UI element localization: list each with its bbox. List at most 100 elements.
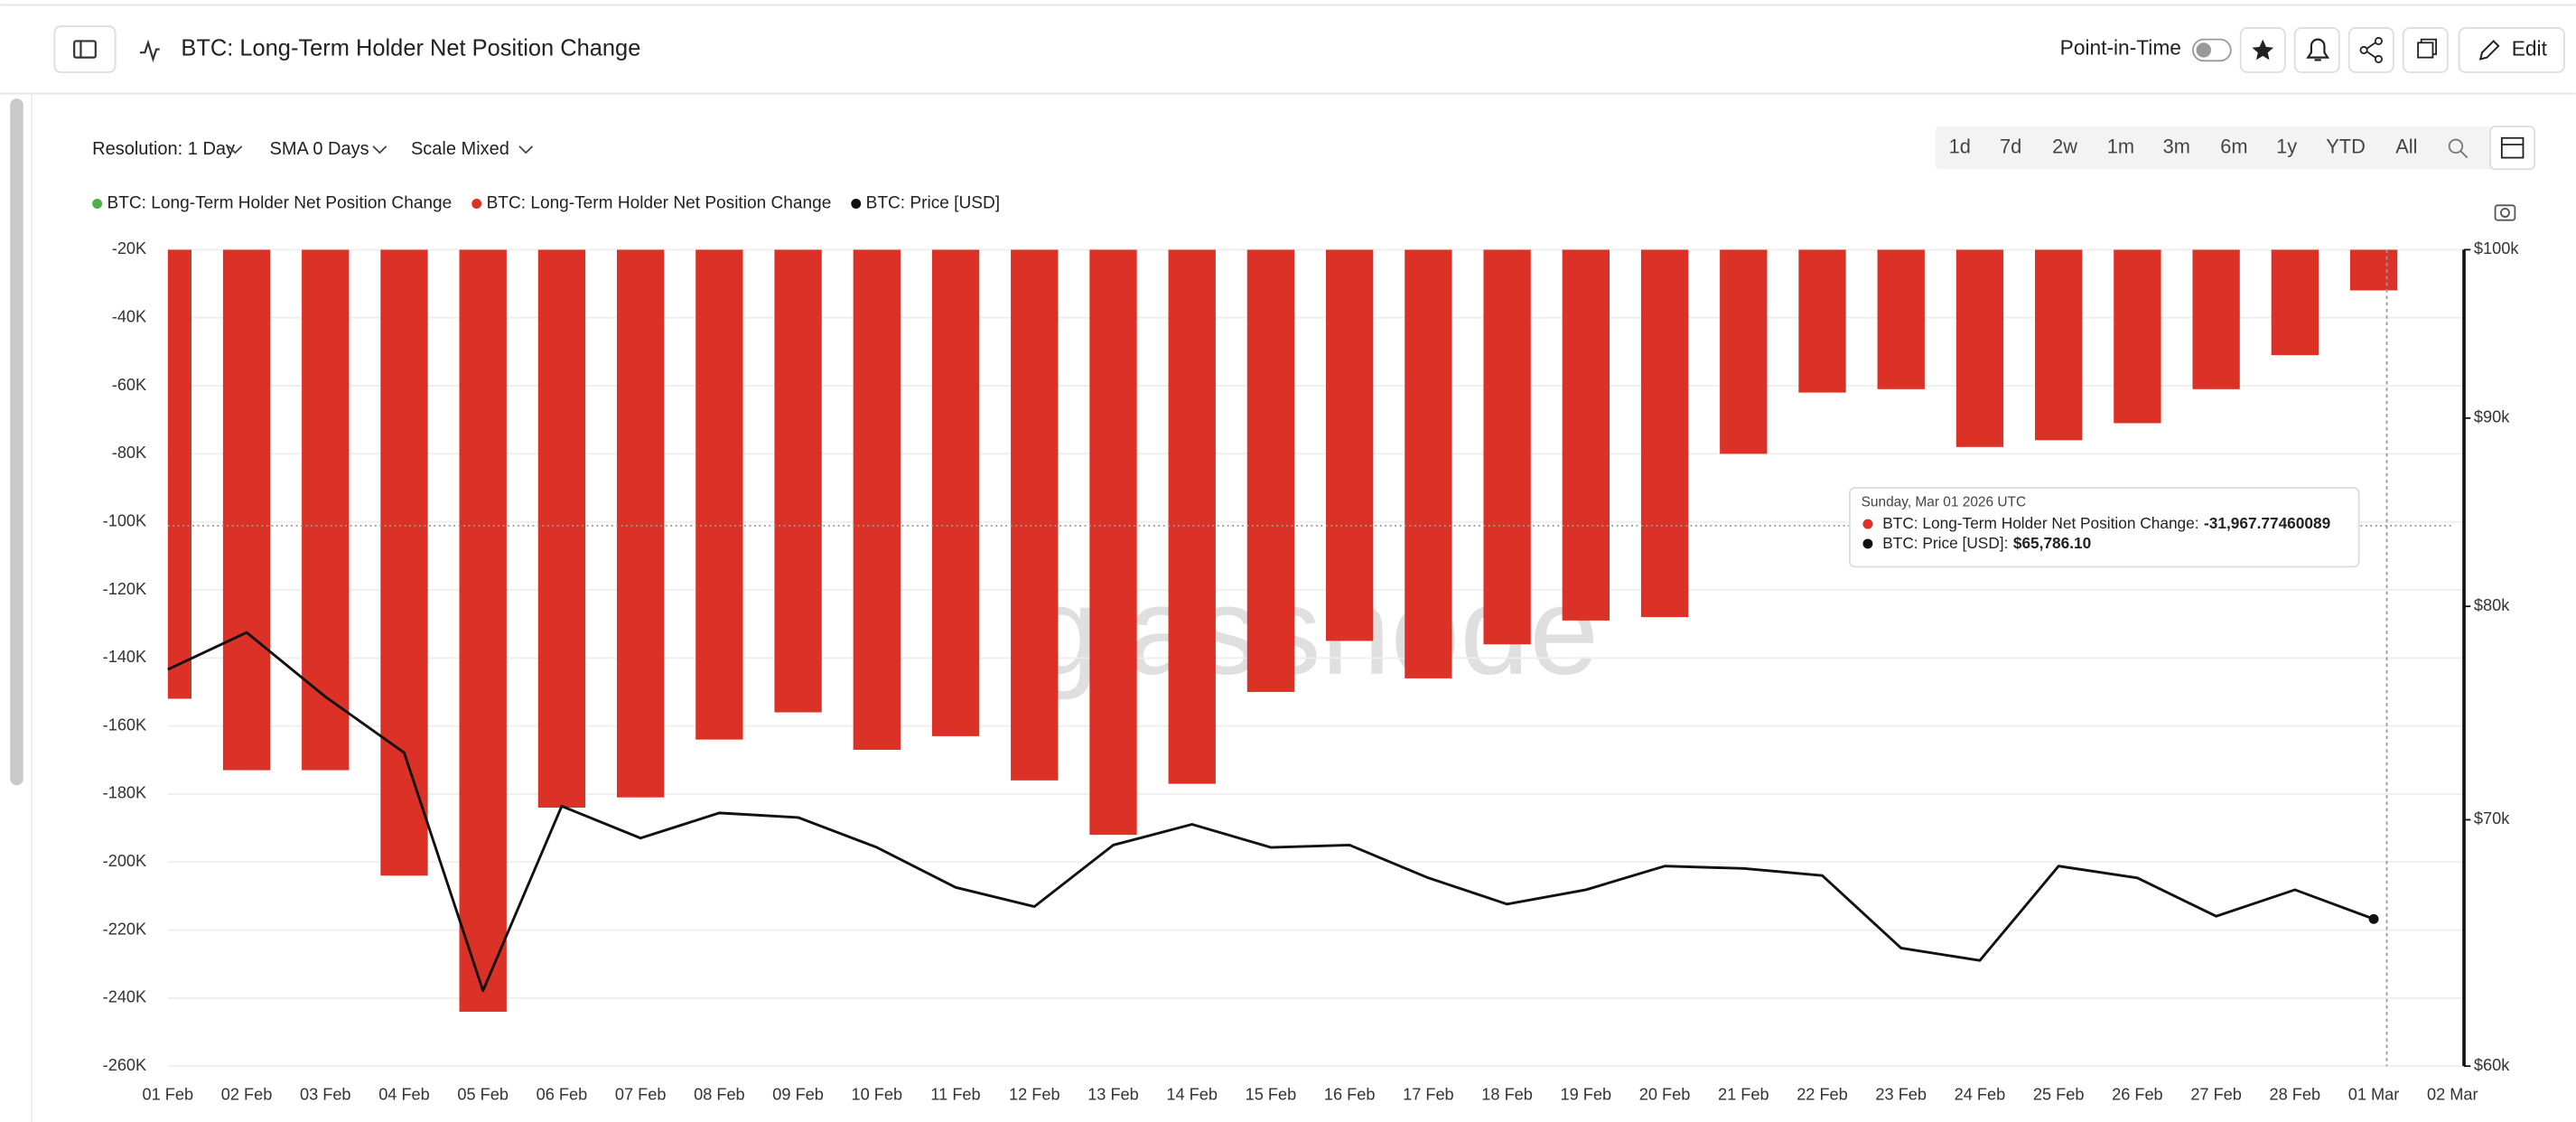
bar xyxy=(1720,249,1768,454)
resolution-select[interactable]: Resolution: 1 Day xyxy=(92,139,235,159)
tooltip-label: BTC: Long-Term Holder Net Position Chang… xyxy=(1882,514,2198,532)
tooltip-marker xyxy=(1862,519,1873,529)
y-tick-label: -160K xyxy=(103,715,147,734)
tooltip-label: BTC: Price [USD]: xyxy=(1882,533,2008,551)
y-tick-label: -120K xyxy=(103,580,147,598)
legend-marker xyxy=(851,199,862,209)
metric-icon xyxy=(139,39,160,63)
x-tick-label: 19 Feb xyxy=(1561,1086,1612,1104)
bar xyxy=(222,249,271,771)
x-tick-label: 05 Feb xyxy=(457,1086,509,1104)
chevron xyxy=(518,145,534,154)
x-tick-label: 01 Mar xyxy=(2348,1086,2400,1104)
y2-tick-label: $100k xyxy=(2474,239,2519,257)
bar xyxy=(1562,249,1610,621)
page-title: BTC: Long-Term Holder Net Position Chang… xyxy=(181,35,640,61)
chart: BTC: Long-Term Holder Net Position Chang… xyxy=(92,194,2519,1104)
snapshot-button[interactable] xyxy=(2494,204,2516,221)
range-button[interactable]: 3m xyxy=(2163,135,2190,157)
calendar-button[interactable] xyxy=(2489,126,2536,171)
legend-marker xyxy=(471,199,482,209)
share-button[interactable] xyxy=(2347,27,2394,73)
bar xyxy=(1325,249,1374,641)
sidebar-toggle[interactable] xyxy=(53,25,117,73)
bar xyxy=(1877,249,1925,389)
chevron xyxy=(228,145,243,154)
point-in-time-label: Point-in-Time xyxy=(2060,36,2181,60)
bar xyxy=(931,249,980,736)
x-tick-label: 26 Feb xyxy=(2112,1086,2163,1104)
x-tick-label: 27 Feb xyxy=(2190,1086,2242,1104)
x-tick-label: 11 Feb xyxy=(930,1086,980,1104)
x-tick-label: 24 Feb xyxy=(1955,1086,2006,1104)
legend-label[interactable]: BTC: Long-Term Holder Net Position Chang… xyxy=(487,194,832,213)
y-tick-label: -200K xyxy=(103,852,147,870)
edit-button[interactable]: Edit xyxy=(2458,27,2565,73)
x-tick-label: 03 Feb xyxy=(300,1086,351,1104)
x-tick-label: 16 Feb xyxy=(1324,1086,1376,1104)
scale-select[interactable]: Scale Mixed xyxy=(411,139,509,159)
bar xyxy=(167,249,191,699)
bar xyxy=(2192,249,2240,389)
tooltip-title: Sunday, Mar 01 2026 UTC xyxy=(1862,495,2026,510)
favorite-button[interactable] xyxy=(2239,27,2286,73)
x-tick-label: 18 Feb xyxy=(1481,1086,1533,1104)
y2-tick-label: $70k xyxy=(2474,809,2510,827)
range-bar xyxy=(1935,126,2535,170)
y-tick-label: -260K xyxy=(103,1056,147,1074)
range-button[interactable]: 6m xyxy=(2220,135,2247,157)
y2-tick-label: $80k xyxy=(2474,596,2510,614)
bar xyxy=(616,249,665,798)
bar xyxy=(1089,249,1137,836)
tooltip-row: BTC: Price [USD]: $65,786.10 xyxy=(1882,533,2091,551)
x-tick-label: 10 Feb xyxy=(852,1086,903,1104)
x-tick-label: 22 Feb xyxy=(1797,1086,1848,1104)
y-tick-label: -180K xyxy=(103,784,147,802)
bar xyxy=(1955,249,2004,447)
duplicate-button[interactable] xyxy=(2402,27,2449,73)
legend-label[interactable]: BTC: Price [USD] xyxy=(866,194,1000,213)
tooltip-marker xyxy=(1862,538,1873,549)
point-in-time-toggle[interactable] xyxy=(2192,38,2232,62)
x-tick-label: 07 Feb xyxy=(615,1086,667,1104)
alert-button[interactable] xyxy=(2293,27,2340,73)
range-button[interactable]: 2w xyxy=(2052,135,2077,157)
scrollbar[interactable] xyxy=(10,98,23,786)
zoom-button[interactable] xyxy=(2448,138,2469,159)
x-tick-label: 15 Feb xyxy=(1246,1086,1297,1104)
range-button[interactable]: 1m xyxy=(2107,135,2134,157)
tooltip-row: BTC: Long-Term Holder Net Position Chang… xyxy=(1882,514,2330,532)
bar xyxy=(1168,249,1216,784)
bar xyxy=(2034,249,2083,441)
sma-select[interactable]: SMA 0 Days xyxy=(270,139,369,159)
bar xyxy=(2349,249,2398,291)
bar xyxy=(1011,249,1059,781)
x-tick-label: 12 Feb xyxy=(1009,1086,1060,1104)
tooltip: Sunday, Mar 01 2026 UTC BTC: Long-Term H… xyxy=(1849,487,2360,568)
x-tick-label: 06 Feb xyxy=(537,1086,588,1104)
y2-tick-label: $60k xyxy=(2474,1056,2510,1074)
range-button[interactable]: 7d xyxy=(2000,135,2021,157)
price-line xyxy=(167,631,2375,993)
bar xyxy=(537,249,586,808)
range-button[interactable]: All xyxy=(2395,135,2417,157)
y-tick-label: -60K xyxy=(112,376,146,394)
legend-label[interactable]: BTC: Long-Term Holder Net Position Chang… xyxy=(107,194,453,213)
x-tick-label: 01 Feb xyxy=(143,1086,194,1104)
hover-point xyxy=(2368,913,2379,924)
x-tick-label: 08 Feb xyxy=(694,1086,745,1104)
range-button[interactable]: 1d xyxy=(1949,135,1971,157)
range-button[interactable]: YTD xyxy=(2326,135,2366,157)
y-tick-label: -240K xyxy=(103,988,147,1006)
bar xyxy=(1798,249,1846,393)
legend-marker xyxy=(92,199,103,209)
range-button[interactable]: 1y xyxy=(2276,135,2297,157)
x-tick-label: 02 Mar xyxy=(2427,1086,2478,1104)
y2-tick-label: $90k xyxy=(2474,408,2510,426)
bar xyxy=(774,249,822,713)
x-tick-label: 20 Feb xyxy=(1639,1086,1691,1104)
x-tick-label: 04 Feb xyxy=(378,1086,430,1104)
bar xyxy=(853,249,901,750)
